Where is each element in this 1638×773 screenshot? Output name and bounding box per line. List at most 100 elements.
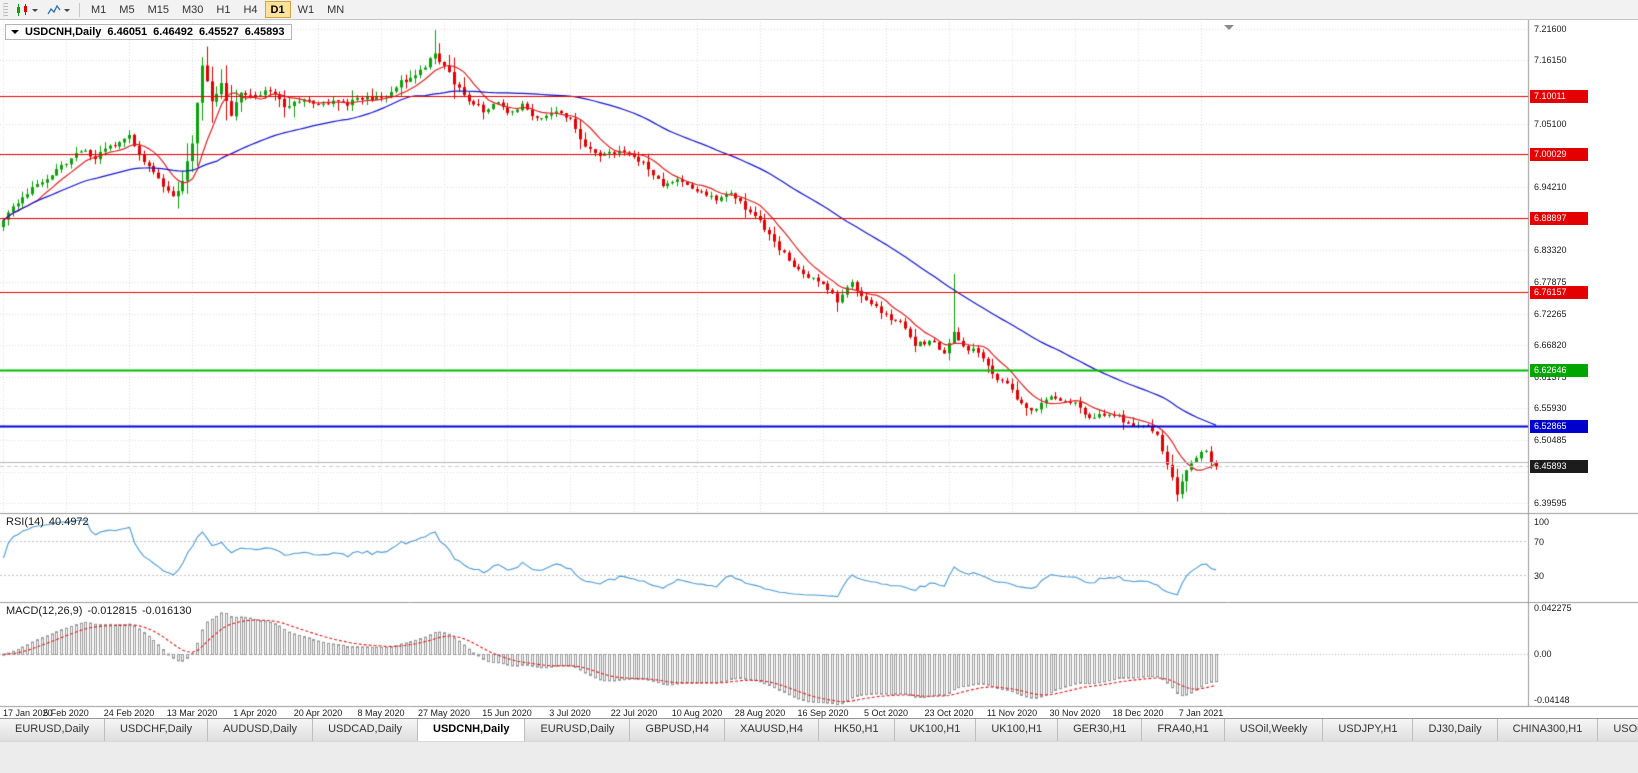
ohlc-high: 6.46492 [153,26,193,38]
date-axis-label: 13 Mar 2020 [166,708,218,718]
chart-tab-bar: EURUSD,Daily USDCHF,Daily AUDUSD,Daily USDC… [0,718,1638,741]
chart-tab-xauusd-h4[interactable]: XAUUSD,H4 [724,719,819,741]
indicators-menu-button[interactable] [43,1,74,18]
period-button-h4[interactable]: H4 [237,1,263,18]
price-axis-label: 6.94210 [1534,182,1567,192]
last-price-badge: 6.45893 [1530,460,1588,473]
price-axis-label: 7.21600 [1534,24,1567,34]
chart-tab-usoil-weekly[interactable]: USOil,Weekly [1224,719,1324,741]
price-axis-label: 6.61375 [1534,372,1567,382]
macd-signal-value: -0.016130 [141,605,192,617]
chart-tab-ger30-h1[interactable]: GER30,H1 [1058,719,1143,741]
price-level-badge: 6.88897 [1530,212,1588,225]
date-axis-label: 22 Jul 2020 [610,708,658,718]
status-bar [0,741,1638,773]
toolbar-drag-handle[interactable] [3,2,8,17]
date-axis-label: 5 Oct 2020 [863,708,909,718]
date-axis-label: 16 Sep 2020 [797,708,849,718]
dropdown-caret-icon [64,8,70,15]
date-axis-label: 24 Feb 2020 [103,708,155,718]
price-axis-label: 6.72265 [1534,309,1567,319]
rsi-axis-label: 70 [1534,537,1545,547]
dropdown-caret-icon [32,8,38,15]
price-axis-label: 7.16150 [1534,55,1567,65]
ohlc-low: 6.45527 [198,26,239,38]
price-chart-canvas[interactable] [0,20,1638,718]
date-axis-label: 3 Jul 2020 [549,708,591,718]
ohlc-close: 6.45893 [244,26,285,38]
chart-tab-uk100-h1[interactable]: UK100,H1 [894,719,977,741]
chart-shift-marker-icon[interactable] [1224,25,1234,35]
rsi-current-value: 40.4972 [48,516,89,528]
period-toolbar: M1 M5 M15 M30 H1 H4 D1 W1 MN [0,0,1638,20]
period-button-m15[interactable]: M15 [142,1,175,18]
price-level-badge: 6.76157 [1530,286,1588,299]
date-axis-label: 5 Feb 2020 [43,708,89,718]
chart-tab-usdjpy-h1[interactable]: USDJPY,H1 [1323,719,1414,741]
macd-indicator-label: MACD(12,26,9) -0.012815 -0.016130 [6,605,192,617]
chart-tab-china300-h1[interactable]: CHINA300,H1 [1497,719,1599,741]
chart-tab-uk100-h1[interactable]: UK100,H1 [976,719,1059,741]
macd-axis-label: 0.042275 [1534,603,1572,613]
line-chart-icon [47,4,61,14]
date-axis-label: 27 May 2020 [417,708,471,718]
chart-title-box: USDCNH,Daily 6.46051 6.46492 6.45527 6.4… [5,24,293,40]
chart-tab-hk50-h1[interactable]: HK50,H1 [818,719,895,741]
rsi-axis-label: 30 [1534,571,1545,581]
date-axis-label: 23 Oct 2020 [924,708,974,718]
date-axis-label: 7 Jan 2021 [1178,708,1224,718]
price-axis-label: 6.39595 [1534,498,1567,508]
date-axis-label: 28 Aug 2020 [734,708,786,718]
price-level-badge: 6.52865 [1530,420,1588,433]
chart-region: USDCNH,Daily 6.46051 6.46492 6.45527 6.4… [0,20,1638,718]
chart-symbol-title: USDCNH,Daily [25,26,102,38]
chart-tab-gbpusd-h4[interactable]: GBPUSD,H4 [630,719,725,741]
candlestick-chart-icon [17,3,27,16]
period-button-d1[interactable]: D1 [264,1,291,18]
period-button-m5[interactable]: M5 [113,1,140,18]
rsi-indicator-label: RSI(14) 40.4972 [6,516,89,528]
chart-tab-usdchf-daily[interactable]: USDCHF,Daily [104,719,209,741]
chart-tab-usdcad-daily[interactable]: USDCAD,Daily [313,719,419,741]
chart-tab-fra40-h1[interactable]: FRA40,H1 [1142,719,1225,741]
period-button-w1[interactable]: W1 [292,1,321,18]
price-axis-label: 6.55930 [1534,403,1567,413]
date-axis-label: 17 Jan 2020 [3,708,53,718]
price-axis-label: 6.50485 [1534,435,1567,445]
chart-menu-icon[interactable] [11,30,19,38]
chart-tab-audusd-daily[interactable]: AUDUSD,Daily [208,719,314,741]
period-button-m1[interactable]: M1 [85,1,112,18]
date-axis-label: 1 Apr 2020 [233,708,277,718]
date-axis-label: 15 Jun 2020 [482,708,532,718]
macd-name: MACD(12,26,9) [6,605,83,617]
toolbar-separator [79,2,80,17]
rsi-name: RSI(14) [6,516,44,528]
chart-tab-eurusd-daily[interactable]: EURUSD,Daily [525,719,631,741]
price-level-badge: 7.00029 [1530,148,1588,161]
price-axis-label: 7.05100 [1534,119,1567,129]
price-level-badge: 6.62646 [1530,364,1588,377]
chart-tab-usoil[interactable]: USOil, [1598,719,1638,741]
date-axis-label: 20 Apr 2020 [293,708,343,718]
date-axis-label: 18 Dec 2020 [1112,708,1164,718]
period-button-m30[interactable]: M30 [176,1,209,18]
chart-tab-dj30-daily[interactable]: DJ30,Daily [1413,719,1498,741]
rsi-axis-label: 100 [1534,517,1550,527]
price-level-badge: 7.10011 [1530,90,1588,103]
chart-tab-eurusd-daily[interactable]: EURUSD,Daily [0,719,105,741]
price-axis-label: 6.83320 [1534,245,1567,255]
period-button-mn[interactable]: MN [321,1,350,18]
chart-tab-usdcnh-daily[interactable]: USDCNH,Daily [418,719,526,741]
date-axis-label: 10 Aug 2020 [671,708,723,718]
macd-axis-label: -0.04148 [1534,695,1570,705]
timeframe-buttons-group: M1 M5 M15 M30 H1 H4 D1 W1 MN [85,1,350,18]
chart-type-button[interactable] [12,1,42,18]
ohlc-open: 6.46051 [107,26,148,38]
macd-current-value: -0.012815 [87,605,137,617]
date-axis-label: 11 Nov 2020 [986,708,1038,718]
date-axis-label: 30 Nov 2020 [1049,708,1101,718]
date-axis-label: 8 May 2020 [357,708,405,718]
macd-axis-label: 0.00 [1534,649,1552,659]
price-axis-label: 6.77875 [1534,277,1567,287]
period-button-h1[interactable]: H1 [210,1,236,18]
